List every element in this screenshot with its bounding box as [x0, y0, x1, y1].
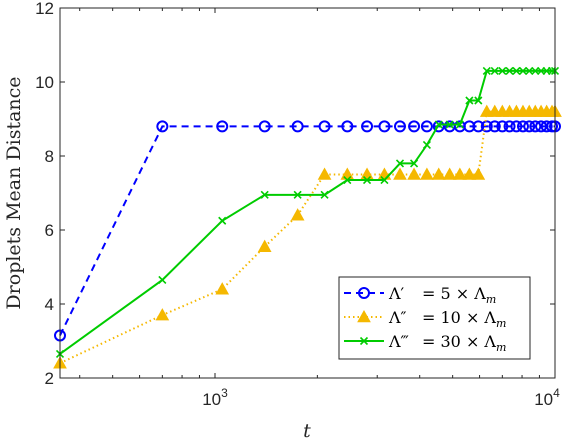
series-3-point — [320, 190, 329, 199]
series-3-point — [498, 66, 507, 75]
series-3-point — [218, 216, 227, 225]
y-tick-label: 12 — [35, 0, 54, 18]
y-tick-label: 6 — [45, 221, 54, 240]
legend-marker — [358, 287, 370, 299]
series-1-point — [420, 120, 433, 133]
series-layer — [53, 66, 562, 369]
series-3-point — [293, 190, 302, 199]
y-tick-label: 8 — [45, 147, 54, 166]
legend-equation: = 10 × Λm — [422, 308, 506, 330]
series-1-point — [341, 120, 354, 133]
series-3-point — [260, 190, 269, 199]
series-1-point — [291, 120, 304, 133]
series-3-point — [434, 120, 443, 129]
series-3-point — [490, 66, 499, 75]
series-3-point — [512, 66, 521, 75]
series-3-point — [422, 140, 431, 149]
series-2-point — [215, 282, 230, 295]
y-tick-label: 4 — [45, 295, 54, 314]
y-tick-label: 10 — [35, 73, 54, 92]
series-1-point — [378, 120, 391, 133]
series-1-point — [503, 120, 516, 133]
series-3-point — [525, 66, 534, 75]
legend: Λ′ = 5 × Λm Λ″ = 10 × Λm Λ‴ = 30 × Λm — [338, 276, 531, 360]
series-3-point — [547, 66, 557, 75]
series-3-point — [445, 120, 454, 129]
series-2-point — [442, 167, 457, 180]
series-2-point — [420, 167, 434, 180]
series-1-point — [393, 120, 406, 133]
series-2-point — [407, 167, 421, 180]
series-1-point — [463, 120, 476, 133]
series-1-point — [516, 120, 529, 133]
series-3-point — [380, 175, 389, 185]
series-3-point — [518, 66, 528, 75]
ticks-layer: 2 4 6 8 10 12 103 104 — [35, 0, 560, 409]
legend-symbol: Λ′ — [388, 284, 405, 303]
legend-symbol: Λ″ — [388, 308, 407, 327]
x-tick-label: 104 — [534, 386, 560, 409]
series-2-point — [431, 167, 446, 180]
series-2-point — [471, 167, 486, 180]
series-1-point — [540, 120, 553, 133]
series-1-point — [529, 120, 542, 133]
series-2-point — [317, 167, 332, 180]
legend-box — [338, 276, 531, 360]
legend-equation: = 5 × Λm — [422, 284, 496, 306]
series-2-point — [393, 167, 407, 180]
series-1-point — [361, 120, 374, 133]
series-1-point — [488, 120, 501, 133]
series-1-point — [523, 120, 536, 133]
series-1-point — [318, 120, 331, 133]
series-3-point — [474, 96, 483, 105]
series-1-point — [408, 120, 421, 133]
series-1-point — [156, 120, 169, 133]
series-3-point — [343, 175, 352, 185]
series-2-point — [453, 167, 467, 180]
legend-symbol: Λ‴ — [388, 332, 409, 351]
series-3 — [55, 66, 560, 359]
series-3-point — [505, 66, 514, 75]
legend-marker — [359, 336, 369, 346]
series-1-point — [258, 120, 271, 133]
series-2-point — [462, 167, 477, 180]
x-tick-label: 103 — [202, 386, 228, 409]
legend-marker — [357, 309, 371, 323]
series-1-point — [496, 120, 509, 133]
series-3-point — [395, 159, 405, 168]
series-1-point — [216, 120, 229, 133]
series-3-point — [158, 275, 167, 285]
axes-box — [59, 7, 556, 379]
series-2-point — [257, 239, 272, 252]
x-axis-label: t — [303, 420, 311, 441]
series-3-point — [465, 96, 474, 105]
series-1-point — [510, 120, 523, 133]
series-3-point — [455, 120, 464, 129]
series-1-point — [472, 120, 485, 133]
series-2-point — [155, 308, 170, 321]
series-3-point — [482, 66, 491, 75]
series-1-point — [480, 120, 493, 133]
legend-equation: = 30 × Λm — [422, 332, 506, 354]
y-axis-label: Droplets Mean Distance — [3, 76, 25, 309]
series-3-point — [409, 159, 419, 168]
y-tick-label: 2 — [45, 369, 54, 388]
series-3-point — [362, 175, 372, 185]
series-2-point — [290, 208, 305, 221]
